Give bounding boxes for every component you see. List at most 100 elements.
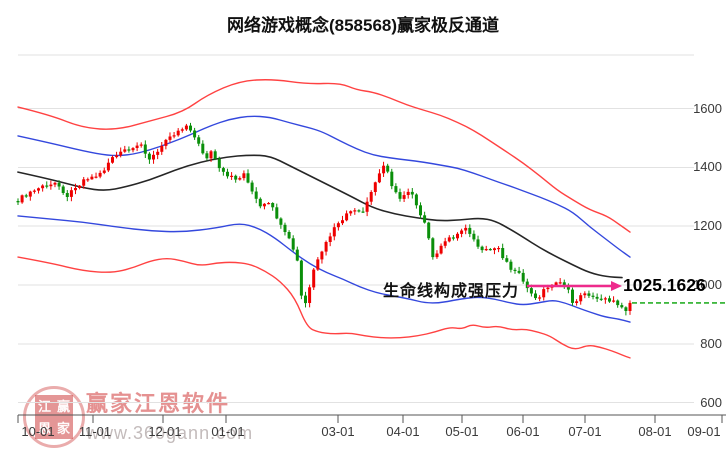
- candle-body: [111, 157, 114, 163]
- candle-body: [86, 179, 90, 181]
- candle-body: [250, 182, 254, 192]
- candle-body: [61, 186, 65, 193]
- candle-body: [291, 238, 295, 250]
- candle-body: [534, 293, 537, 299]
- candle-body: [94, 176, 98, 178]
- candle-body: [394, 186, 398, 193]
- candle-body: [603, 298, 607, 300]
- candle-body: [308, 287, 312, 303]
- seal-char: 家: [56, 420, 70, 436]
- candle-body: [57, 182, 61, 187]
- candle-body: [357, 210, 361, 212]
- candle-body: [320, 251, 324, 260]
- x-axis-label: 08-01: [638, 424, 672, 439]
- candle-body: [398, 192, 402, 199]
- candle-body: [102, 170, 106, 173]
- candle-body: [106, 162, 110, 171]
- candle-body: [386, 165, 390, 172]
- candle-body: [213, 151, 217, 159]
- candle-body: [209, 151, 213, 159]
- x-axis-label: 05-01: [445, 424, 479, 439]
- lifeline-price-label: 1025.1626: [623, 275, 706, 295]
- candle-body: [316, 259, 320, 270]
- x-axis-label: 06-01: [506, 424, 540, 439]
- candle-body: [295, 249, 299, 261]
- candle-body: [41, 185, 45, 189]
- candle-body: [78, 185, 82, 188]
- candle-body: [176, 130, 180, 136]
- candle-body: [390, 171, 394, 187]
- channel-line-lower-blue: [17, 215, 631, 323]
- candle-body: [402, 195, 406, 199]
- candle-body: [90, 176, 94, 180]
- candle-body: [304, 295, 307, 304]
- candle-body: [423, 215, 427, 223]
- candle-body: [468, 227, 472, 234]
- candle-body: [529, 288, 533, 294]
- candle-body: [377, 173, 381, 183]
- candle-body: [575, 301, 579, 303]
- y-axis-label: 1000: [693, 277, 722, 292]
- candle-body: [123, 149, 127, 152]
- candle-body: [184, 125, 188, 130]
- candle-body: [143, 144, 147, 154]
- candle-body: [32, 190, 36, 192]
- candle-body: [20, 195, 24, 203]
- candle-body: [324, 242, 328, 252]
- candle-body: [180, 129, 184, 131]
- candle-body: [299, 260, 303, 296]
- candle-body: [616, 300, 620, 306]
- x-axis-label: 11-01: [78, 424, 112, 439]
- candle-body: [328, 236, 332, 242]
- candle-body: [439, 245, 443, 254]
- candle-body: [501, 248, 505, 259]
- candle-body: [262, 203, 266, 207]
- candle-body: [127, 149, 131, 151]
- candle-body: [37, 188, 40, 191]
- candle-body: [189, 125, 192, 131]
- candle-body: [221, 168, 225, 172]
- candle-body: [267, 203, 271, 205]
- candle-body: [599, 298, 603, 300]
- candle-body: [238, 178, 242, 180]
- y-axis-label: 1400: [693, 159, 722, 175]
- candle-body: [65, 193, 69, 197]
- watermark-brand: 赢家江恩软件: [86, 391, 231, 416]
- candle-body: [365, 201, 369, 212]
- candle-body: [312, 269, 316, 288]
- candle-body: [431, 238, 435, 258]
- x-axis-label: 07-01: [568, 424, 602, 439]
- candle-body: [45, 185, 49, 187]
- x-axis-label: 12-01: [148, 424, 182, 439]
- x-axis-label: 09-01: [687, 424, 721, 439]
- candle-body: [119, 151, 123, 156]
- candle-body: [353, 210, 357, 212]
- candle-body: [139, 144, 143, 146]
- x-axis-label: 03-01: [321, 424, 355, 439]
- candle-body: [332, 227, 336, 237]
- candle-body: [587, 293, 591, 296]
- candle-body: [554, 282, 558, 285]
- candle-body: [488, 249, 492, 251]
- candle-body: [230, 175, 234, 177]
- candle-body: [193, 130, 197, 138]
- candle-body: [476, 239, 480, 247]
- candle-body: [369, 192, 373, 202]
- candle-body: [546, 287, 550, 290]
- candle-body: [624, 307, 628, 311]
- candle-body: [152, 154, 155, 160]
- candle-body: [521, 272, 525, 282]
- candle-body: [608, 298, 611, 302]
- candle-body: [226, 171, 229, 177]
- candle-body: [345, 213, 349, 221]
- resistance-annotation: 生命线构成强压力: [383, 283, 520, 300]
- candle-body: [484, 249, 488, 251]
- candle-body: [443, 241, 447, 246]
- candle-body: [480, 246, 484, 251]
- candle-body: [98, 172, 102, 177]
- candle-body: [254, 191, 258, 199]
- y-axis-label: 1600: [693, 100, 722, 116]
- candle-body: [562, 282, 566, 287]
- candle-body: [156, 151, 160, 155]
- candle-body: [164, 139, 168, 146]
